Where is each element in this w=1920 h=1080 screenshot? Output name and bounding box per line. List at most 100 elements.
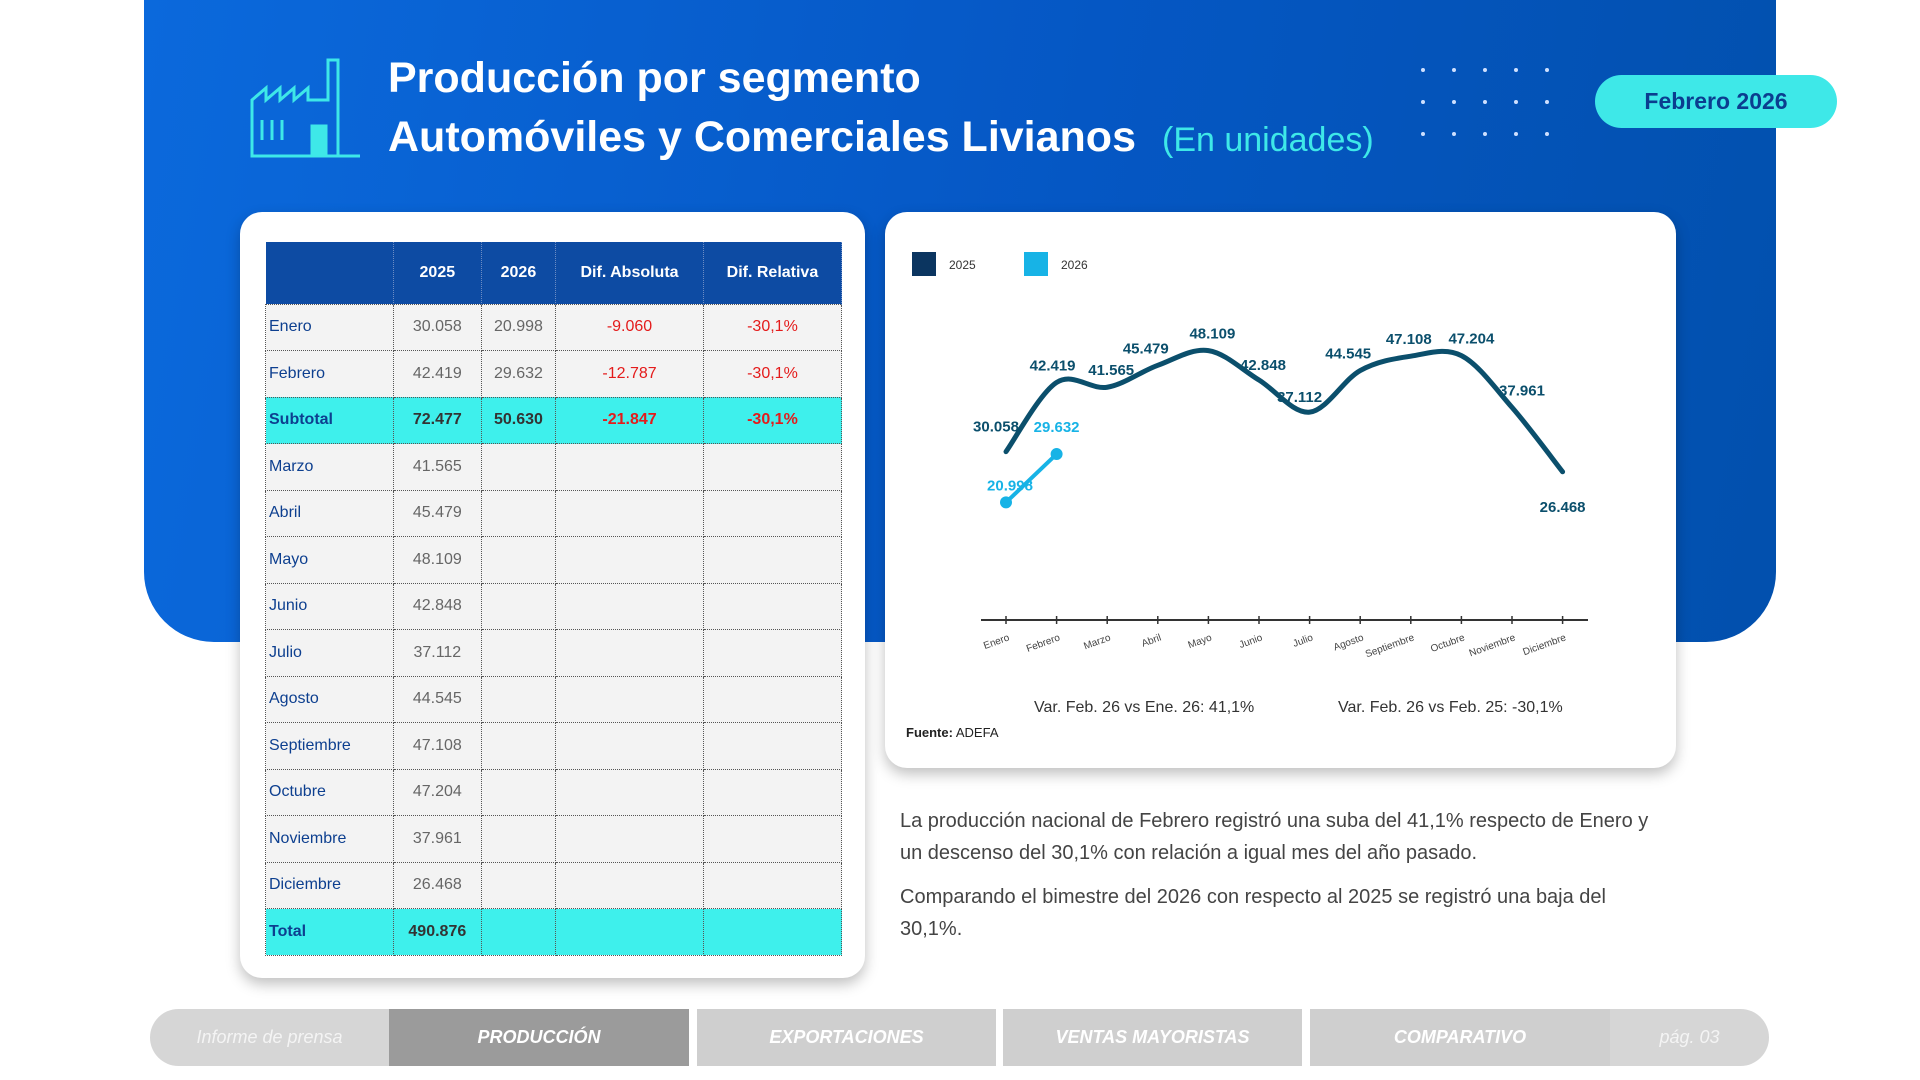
table-cell [480,768,557,816]
table-row: Septiembre 47.108 [265,722,843,770]
x-tick-label: Julio [1292,632,1316,650]
x-tick-label: Mayo [1187,632,1214,651]
data-label: 45.479 [1123,340,1169,357]
table-cell [480,722,557,770]
data-label: 42.848 [1240,357,1286,374]
column-header: 2026 [481,242,557,304]
table-row: Mayo 48.109 [265,536,843,584]
table-cell: 37.112 [392,629,482,677]
x-tick-label: Enero [982,632,1011,652]
table-cell: -21.847 [555,396,704,444]
tab-ventas-mayoristas[interactable]: VENTAS MAYORISTAS [1003,1009,1302,1066]
tab-comparativo[interactable]: COMPARATIVO [1310,1009,1610,1066]
table-cell [702,629,843,677]
table-cell [702,768,843,816]
table-cell [702,536,843,584]
period-badge: Febrero 2026 [1595,75,1837,128]
table-cell [480,489,557,537]
table-cell [480,536,557,584]
table-row: Noviembre 37.961 [265,815,843,863]
row-label: Mayo [265,536,394,584]
page-title: Producción por segmento [388,54,921,102]
row-label: Noviembre [265,815,394,863]
table-cell [555,768,704,816]
row-label: Julio [265,629,394,677]
table-cell: -30,1% [702,303,843,351]
table-cell: 26.468 [392,861,482,909]
x-tick-label: Noviembre [1468,632,1518,659]
tab-exportaciones[interactable]: EXPORTACIONES [697,1009,996,1066]
table-row: Total 490.876 [265,908,843,956]
data-label: 42.419 [1030,357,1076,374]
table-row: Enero 30.058 20.998 -9.060 -30,1% [265,303,843,351]
table-cell [555,582,704,630]
table-cell [555,908,704,956]
x-tick-label: Marzo [1082,632,1112,652]
table-cell: -12.787 [555,350,704,398]
data-label: 41.565 [1088,362,1134,379]
x-tick-label: Octubre [1429,632,1467,655]
row-label: Junio [265,582,394,630]
table-cell: -9.060 [555,303,704,351]
table-cell: 42.419 [392,350,482,398]
table-cell [555,536,704,584]
data-label: 47.108 [1386,331,1432,348]
data-label: 37.112 [1277,389,1322,406]
row-label: Total [265,908,394,956]
table-cell: 29.632 [480,350,557,398]
legend-swatch-2026 [1024,252,1048,276]
data-label: 48.109 [1189,326,1235,343]
summary-paragraph-2: Comparando el bimestre del 2026 con resp… [900,886,1606,940]
legend-label: 2025 [949,258,976,272]
data-label: 26.468 [1540,499,1586,516]
data-label: 37.961 [1499,382,1545,399]
data-label: 47.204 [1448,331,1495,348]
table-cell: 50.630 [480,396,557,444]
data-label: 29.632 [1034,419,1080,436]
table-cell [480,815,557,863]
table-cell [480,582,557,630]
table-cell: 72.477 [392,396,482,444]
data-label: 30.058 [973,419,1019,436]
legend-label: 2026 [1061,258,1088,272]
column-header: Dif. Relativa [703,242,843,304]
table-cell: 47.108 [392,722,482,770]
table-row: Marzo 41.565 [265,443,843,491]
variation-monthly: Var. Feb. 26 vs Ene. 26: 41,1% [1034,699,1255,716]
tab-produccion[interactable]: PRODUCCIÓN [389,1009,689,1066]
x-tick-label: Junio [1238,632,1265,651]
table-cell [702,443,843,491]
summary-paragraph-1: La producción nacional de Febrero regist… [900,810,1649,864]
table-cell: 490.876 [392,908,482,956]
data-point [1050,448,1063,461]
production-table: 2025 2026 Dif. Absoluta Dif. Relativa Enero 3… [265,242,843,956]
table-cell [555,815,704,863]
table-cell [555,675,704,723]
table-row: Febrero 42.419 29.632 -12.787 -30,1% [265,350,843,398]
table-cell [555,722,704,770]
data-label: 44.545 [1325,346,1371,363]
column-header: Dif. Absoluta [555,242,704,304]
table-cell [702,582,843,630]
table-cell [555,861,704,909]
x-tick-label: Septiembre [1364,632,1416,660]
table-cell: 47.204 [392,768,482,816]
table-row: Julio 37.112 [265,629,843,677]
row-label: Octubre [265,768,394,816]
page-number: pág. 03 [1610,1009,1769,1066]
factory-icon [250,58,360,158]
table-cell: 20.998 [480,303,557,351]
table-row: Abril 45.479 [265,489,843,537]
row-label: Septiembre [265,722,394,770]
row-label: Enero [265,303,394,351]
legend-swatch-2025 [912,252,936,276]
table-cell [480,908,557,956]
table-cell: 30.058 [392,303,482,351]
table-cell [702,861,843,909]
table-cell [555,629,704,677]
column-header [265,242,394,304]
table-cell: 44.545 [392,675,482,723]
table-cell [480,861,557,909]
table-cell [480,675,557,723]
table-cell [702,908,843,956]
